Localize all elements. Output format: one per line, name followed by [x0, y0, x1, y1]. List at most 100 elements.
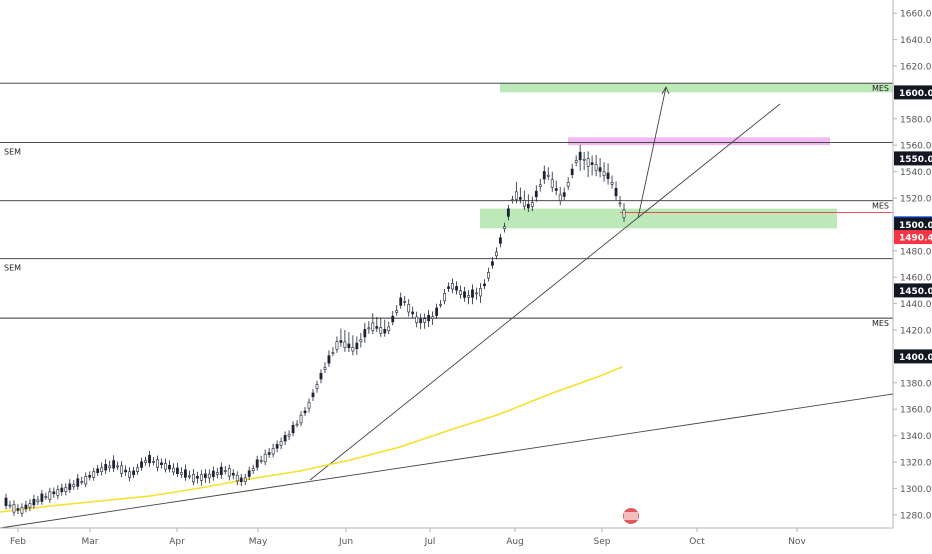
candle-body	[602, 171, 606, 176]
candle-body	[411, 311, 415, 315]
candle-body	[160, 462, 163, 465]
price-tick-label: 1620.00	[900, 63, 932, 73]
candle-body	[195, 476, 199, 479]
candle-body	[271, 448, 275, 455]
price-tick-label: 1380.00	[900, 379, 932, 389]
candle-body	[176, 467, 179, 475]
candle-body	[546, 174, 550, 177]
candle-body	[582, 158, 586, 161]
candle-body	[180, 472, 183, 475]
arrow-head	[661, 85, 670, 95]
candle-body	[391, 315, 395, 323]
candle-body	[343, 341, 347, 348]
candle-body	[371, 322, 375, 331]
candle-body	[100, 467, 104, 472]
candle-body	[12, 504, 16, 513]
candle-body	[554, 188, 558, 191]
candle-body	[108, 465, 112, 469]
candle-body	[463, 291, 466, 298]
price-badge-label: 1500.00	[899, 221, 932, 231]
candle-body	[291, 424, 295, 434]
resistance-zone	[568, 137, 830, 146]
candle-body	[20, 507, 24, 514]
candle-body	[132, 470, 135, 475]
candle-body	[383, 328, 387, 334]
price-tick-label: 1520.00	[900, 195, 932, 205]
candle-body	[16, 508, 20, 511]
candle-body	[387, 326, 391, 332]
price-tick-label: 1440.00	[900, 300, 932, 310]
candle-body	[610, 182, 614, 185]
candle-body	[435, 307, 439, 316]
candle-body	[156, 459, 159, 468]
candle-body	[570, 168, 574, 176]
candle-body	[128, 471, 131, 478]
candle-body	[359, 339, 363, 342]
candle-body	[92, 471, 96, 478]
candle-body	[379, 327, 383, 334]
candle-body	[188, 475, 191, 478]
plot-background	[0, 0, 893, 528]
candle-body	[140, 461, 143, 468]
price-tick-label: 1580.00	[900, 115, 932, 125]
candle-body	[307, 402, 311, 409]
price-badge-label: 1550.00	[899, 155, 932, 165]
candle-body	[88, 475, 92, 478]
candle-body	[499, 237, 502, 244]
candle-body	[283, 435, 287, 442]
candle-body	[219, 466, 223, 476]
candle-body	[104, 464, 108, 471]
candle-body	[199, 474, 203, 481]
candle-body	[479, 288, 482, 297]
candle-body	[124, 469, 128, 473]
price-badge-label: 1400.00	[899, 353, 932, 363]
candle-body	[295, 423, 299, 426]
level-label: MES	[872, 319, 889, 328]
candle-body	[622, 209, 626, 218]
time-tick-label: Aug	[506, 537, 524, 547]
candle-body	[84, 476, 88, 485]
candle-body	[439, 304, 442, 306]
candle-body	[495, 251, 498, 257]
long-trendline	[0, 393, 894, 529]
candle-body	[562, 192, 566, 197]
candle-body	[526, 203, 530, 209]
level-label: MES	[872, 202, 889, 211]
candle-body	[239, 477, 243, 483]
candle-body	[52, 491, 56, 495]
moving-average-line	[0, 366, 623, 513]
candle-body	[606, 172, 610, 179]
price-badge	[894, 217, 932, 232]
candle-body	[116, 465, 120, 468]
candle-body	[279, 441, 283, 446]
candle-body	[586, 158, 590, 167]
time-tick-label: Jun	[338, 537, 353, 547]
time-tick-label: Oct	[689, 537, 705, 547]
level-label: SEM	[4, 148, 21, 157]
candle-body	[203, 473, 207, 478]
candle-body	[36, 499, 40, 503]
time-tick-label: Feb	[10, 537, 26, 547]
candle-body	[367, 327, 371, 330]
candle-body	[399, 297, 403, 306]
candle-body	[491, 261, 494, 266]
price-tick-label: 1340.00	[900, 432, 932, 442]
candle-body	[56, 489, 60, 496]
candle-body	[227, 468, 231, 477]
price-tick-label: 1280.00	[900, 511, 932, 521]
projection-arrow	[637, 86, 667, 219]
candle-body	[136, 467, 139, 472]
candle-body	[144, 460, 147, 463]
candle-body	[64, 487, 68, 492]
candle-body	[80, 481, 84, 483]
candle-body	[251, 468, 255, 471]
candle-body	[471, 289, 474, 298]
price-badge	[894, 230, 932, 245]
candle-body	[223, 470, 227, 472]
candle-body	[275, 444, 279, 449]
candle-body	[530, 202, 534, 207]
time-tick-label: Mar	[82, 537, 99, 547]
candle-body	[40, 493, 44, 502]
